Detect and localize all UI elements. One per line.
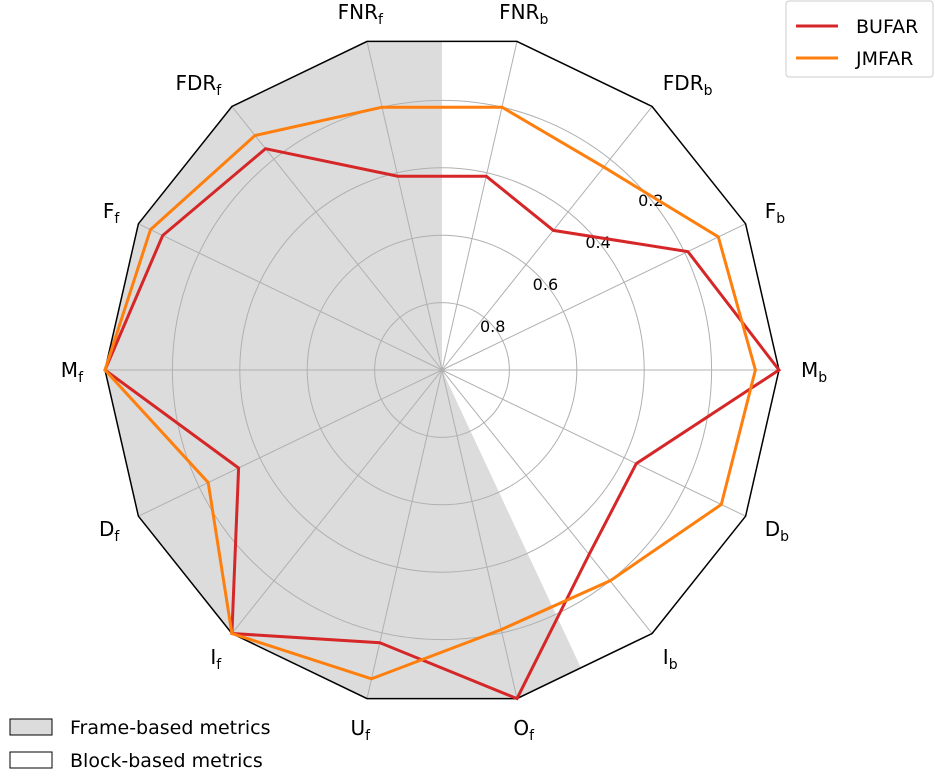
axis-label-f-b: Fb <box>765 199 786 227</box>
axis-label-d-b: Db <box>765 517 789 545</box>
axis-label-layer: FNRb FDRb Fb Mb Db Ib Of Uf If Df Mf Ff FDRf FNRf <box>61 0 827 744</box>
axis-label-m-f: Mf <box>61 358 84 386</box>
region-legend: Frame-based metrics Block-based metrics <box>9 717 271 772</box>
spoke-6 <box>441 369 518 699</box>
spoke-13 <box>366 41 443 371</box>
axis-label-i-f: If <box>210 645 222 673</box>
series-jmfar <box>103 105 757 681</box>
axis-label-u-f: Uf <box>351 716 372 744</box>
spoke-9 <box>138 369 443 517</box>
axis-label-f-f: Ff <box>103 199 121 227</box>
spoke-8 <box>231 369 443 634</box>
spoke-11 <box>138 223 443 371</box>
axis-label-i-b: Ib <box>663 645 678 673</box>
legend-swatch-frame <box>9 718 53 736</box>
frame-layer <box>104 40 780 700</box>
outer-frame <box>104 40 780 700</box>
series-legend: BUFAR JMFAR <box>785 0 934 78</box>
spoke-5 <box>441 369 653 634</box>
axis-label-d-f: Df <box>99 517 120 545</box>
spoke-2 <box>441 223 746 371</box>
radial-tick-label-0: 0.2 <box>638 191 663 210</box>
legend-label-bufar: BUFAR <box>856 16 918 38</box>
axis-label-fdr-b: FDRb <box>663 71 713 99</box>
axis-label-m-b: Mb <box>801 358 827 386</box>
series-layer <box>103 105 782 701</box>
legend-label-block: Block-based metrics <box>70 750 263 772</box>
spoke-4 <box>441 369 746 517</box>
spoke-layer <box>105 41 779 699</box>
axis-label-fnr-f: FNRf <box>338 0 384 28</box>
axis-label-o-f: Of <box>513 716 535 744</box>
spoke-1 <box>441 106 653 371</box>
spoke-0 <box>441 41 518 371</box>
legend-label-jmfar: JMFAR <box>855 48 913 70</box>
radial-tick-label-3: 0.8 <box>480 317 505 336</box>
legend-label-frame: Frame-based metrics <box>70 717 271 739</box>
axis-label-fnr-b: FNRb <box>499 0 548 28</box>
axis-label-fdr-f: FDRf <box>175 71 222 99</box>
legend-swatch-block <box>9 751 53 769</box>
radial-tick-label-2: 0.6 <box>533 275 558 294</box>
